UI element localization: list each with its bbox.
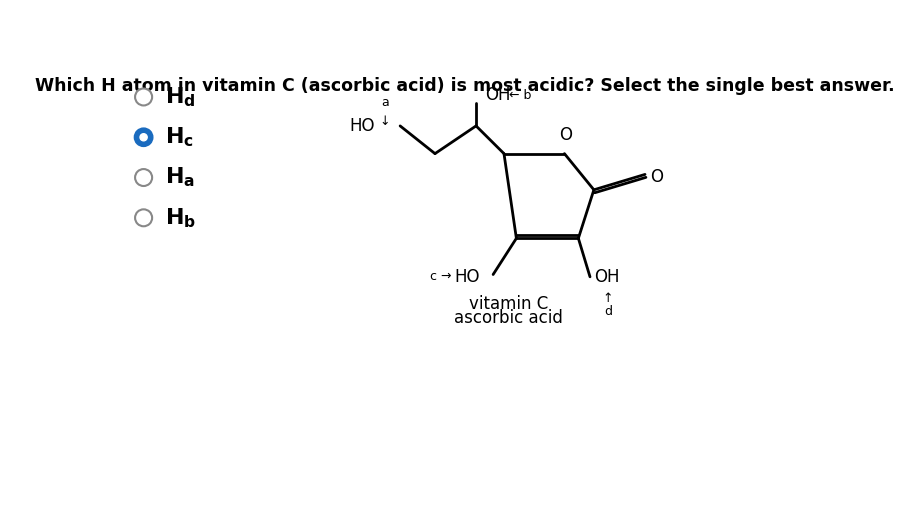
Circle shape xyxy=(140,134,147,141)
Circle shape xyxy=(135,129,152,146)
Text: Which H atom in vitamin C (ascorbic acid) is most acidic? Select the single best: Which H atom in vitamin C (ascorbic acid… xyxy=(34,77,894,95)
Text: d: d xyxy=(604,305,612,319)
Text: $\mathbf{H_{d}}$: $\mathbf{H_{d}}$ xyxy=(165,85,196,109)
Text: HO: HO xyxy=(350,117,375,135)
Text: $\mathbf{H_{a}}$: $\mathbf{H_{a}}$ xyxy=(165,166,195,189)
Text: O: O xyxy=(559,126,571,144)
Text: $\mathbf{H_{c}}$: $\mathbf{H_{c}}$ xyxy=(165,126,194,149)
Circle shape xyxy=(135,169,152,186)
Text: O: O xyxy=(649,168,663,186)
Text: vitamin C: vitamin C xyxy=(469,295,548,313)
Text: ascorbic acid: ascorbic acid xyxy=(454,309,563,327)
Text: OH: OH xyxy=(594,268,619,286)
Text: ↓: ↓ xyxy=(379,115,390,128)
Text: c →: c → xyxy=(430,270,452,283)
Text: HO: HO xyxy=(454,268,480,286)
Text: ↑: ↑ xyxy=(602,292,613,305)
Circle shape xyxy=(135,209,152,226)
Circle shape xyxy=(135,88,152,106)
Text: $\mathbf{H_{b}}$: $\mathbf{H_{b}}$ xyxy=(165,206,197,230)
Text: ← b: ← b xyxy=(509,88,531,101)
Text: a: a xyxy=(381,96,388,109)
Text: OH: OH xyxy=(485,86,511,104)
